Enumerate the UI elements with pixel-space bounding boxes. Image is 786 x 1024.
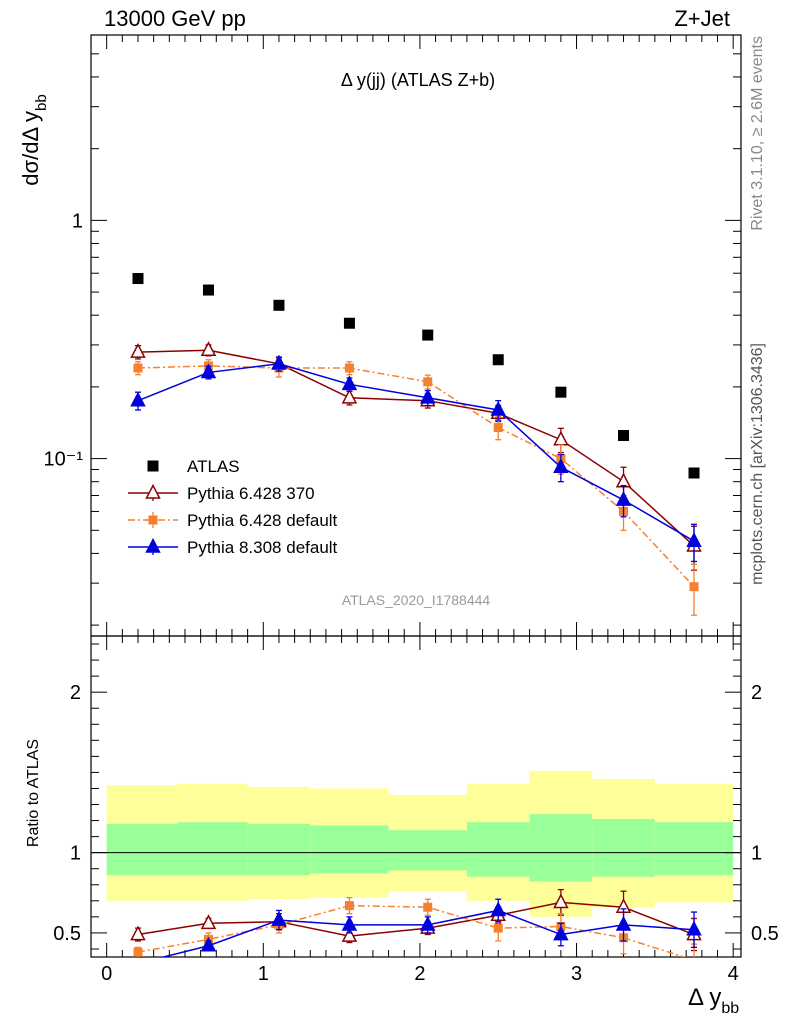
legend-label: ATLAS [187, 457, 240, 476]
legend-label: Pythia 6.428 default [187, 511, 338, 530]
uncertainty-band-inner [310, 825, 389, 874]
ratio-data-point [493, 923, 503, 933]
main-data-point [492, 354, 504, 366]
legend-marker [148, 515, 158, 525]
main-data-point [343, 317, 355, 329]
y-tick-label: 1 [751, 843, 762, 865]
y-tick-label: 2 [70, 682, 81, 704]
legend-marker [147, 460, 159, 472]
main-data-point [553, 458, 569, 474]
ratio-data-point [341, 927, 358, 942]
legend-label: Pythia 8.308 default [187, 538, 338, 557]
ratio-data-point [133, 947, 143, 957]
ratio-data-point [615, 915, 632, 931]
main-data-point [423, 377, 433, 387]
x-tick-label: 0 [101, 963, 112, 985]
ratio-plot-panel: 0 1 2 3 4 0.5 0.5 1 1 2 2 [53, 635, 779, 985]
main-data-point [555, 386, 567, 398]
main-data-point [273, 299, 285, 311]
uncertainty-band-inner [106, 823, 178, 876]
x-tick-label: 2 [414, 963, 425, 985]
legend: ATLAS Pythia 6.428 370 Pythia 6.428 defaul… [128, 457, 338, 557]
x-tick-label: 3 [571, 963, 582, 985]
uncertainty-band-inner [466, 822, 530, 877]
header-energy: 13000 GeV pp [104, 6, 246, 31]
uncertainty-band-inner [247, 823, 311, 876]
main-data-point [200, 363, 217, 379]
y-tick-label: 1 [70, 843, 81, 865]
ratio-data-point [341, 915, 358, 931]
chart-title: Δ y(jj) (ATLAS Z+b) [341, 70, 495, 90]
ratio-data-point [553, 925, 569, 941]
ratio-data-point [686, 920, 702, 936]
main-data-point [132, 273, 144, 285]
ratio-data-point [200, 914, 217, 930]
uncertainty-band-inner [177, 822, 248, 876]
ratio-data-point [423, 902, 433, 912]
ratio-series-group [130, 888, 702, 957]
rivet-label: Rivet 3.1.10, ≥ 2.6M events [749, 36, 766, 231]
main-data-point [202, 284, 214, 296]
main-data-point [344, 363, 354, 373]
ratio-data-point [344, 901, 354, 911]
ratio-data-point [490, 901, 506, 917]
y-tick-label: 10⁻¹ [44, 449, 84, 471]
main-data-point [341, 388, 358, 404]
main-data-point [130, 343, 146, 358]
main-data-point [130, 391, 146, 407]
ratio-data-point [271, 911, 287, 926]
main-data-point [689, 582, 699, 592]
ratio-series-line [137, 901, 695, 937]
main-data-point [420, 388, 436, 404]
uncertainty-band-inner [592, 818, 655, 877]
svg-text:Δ ybb: Δ ybb [688, 984, 739, 1017]
uncertainty-band-inner [529, 814, 593, 882]
analysis-label: ATLAS_2020_I1788444 [342, 592, 491, 608]
header-process: Z+Jet [674, 6, 730, 31]
main-data-point [341, 375, 358, 391]
y-tick-label: 0.5 [53, 923, 81, 945]
main-data-point [271, 354, 287, 370]
ratio-series-line [160, 909, 695, 957]
ratio-data-point [200, 936, 217, 952]
ratio-series-line [137, 904, 687, 957]
main-data-point [493, 423, 503, 433]
legend-marker [145, 537, 161, 553]
ratio-data-point [553, 893, 569, 909]
ratio-frame [90, 635, 742, 958]
svg-text:dσ/dΔ ybb: dσ/dΔ ybb [18, 94, 50, 185]
main-plot-panel: 1 10⁻¹ ATLAS Pythia 6.428 370 Pythia 6.428 d… [44, 34, 742, 637]
main-data-point [422, 329, 434, 341]
x-axis-label: Δ ybb [688, 984, 739, 1017]
legend-marker [145, 483, 161, 499]
x-tick-label: 4 [728, 963, 739, 985]
main-ylabel: dσ/dΔ ybb [18, 94, 50, 185]
ratio-data-point [420, 915, 436, 931]
uncertainty-band-inner [654, 822, 734, 876]
mcplots-label: mcplots.cern.ch [arXiv:1306.3436] [749, 343, 766, 585]
main-data-point [615, 490, 632, 506]
ratio-data-point [130, 925, 146, 941]
main-data-point [686, 532, 702, 547]
main-data-point [688, 467, 700, 479]
legend-label: Pythia 6.428 370 [187, 484, 315, 503]
main-data-point [490, 400, 506, 416]
y-tick-label: 1 [72, 210, 83, 232]
uncertainty-band-inner [388, 830, 467, 871]
y-tick-label: 0.5 [751, 923, 779, 945]
main-data-point [615, 472, 632, 488]
y-tick-label: 2 [751, 682, 762, 704]
main-data-point [618, 430, 630, 442]
main-data-point [133, 363, 143, 373]
x-tick-label: 1 [258, 963, 269, 985]
main-data-point [200, 341, 217, 357]
ratio-ylabel: Ratio to ATLAS [25, 739, 42, 847]
